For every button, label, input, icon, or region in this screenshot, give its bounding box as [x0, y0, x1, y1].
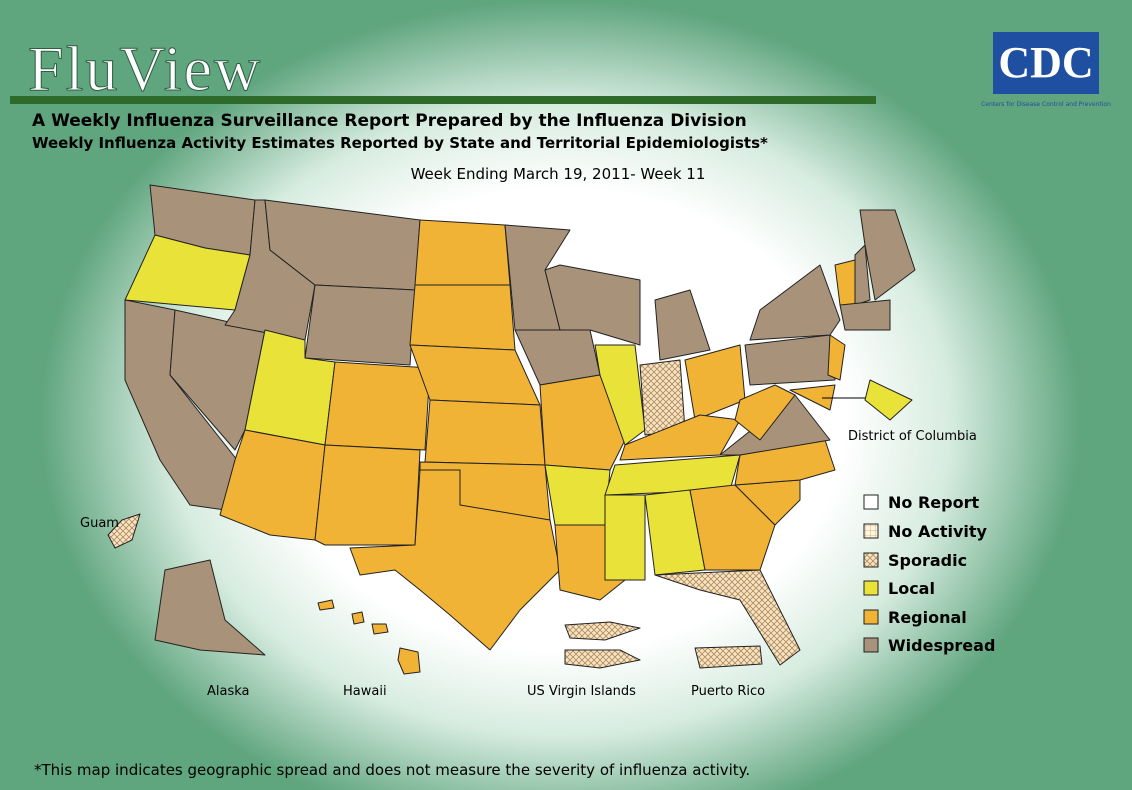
- map-label: Guam: [80, 516, 119, 531]
- title-rule: [10, 96, 876, 104]
- footnote: *This map indicates geographic spread an…: [34, 761, 750, 779]
- map-label: District of Columbia: [848, 429, 977, 444]
- logo-caption: Centers for Disease Control and Preventi…: [981, 101, 1111, 108]
- us-map: [107, 184, 916, 675]
- map-label: Alaska: [207, 684, 250, 699]
- title: FluView: [28, 33, 262, 104]
- legend: No Report No Activity Sporadic Local Reg…: [863, 493, 995, 655]
- map-label: US Virgin Islands: [527, 684, 636, 699]
- map-label: Puerto Rico: [691, 684, 765, 699]
- logo-mark: CDC: [998, 38, 1093, 87]
- legend-label: Local: [888, 579, 935, 598]
- subtitle: Weekly Influenza Activity Estimates Repo…: [32, 134, 768, 152]
- cdc-logo: CDC Centers for Disease Control and Prev…: [981, 32, 1111, 108]
- week-label: Week Ending March 19, 2011- Week 11: [411, 165, 706, 183]
- legend-label: Widespread: [888, 636, 995, 655]
- legend-label: Regional: [888, 608, 967, 627]
- subtitle: A Weekly Influenza Surveillance Report P…: [32, 111, 747, 131]
- legend-label: Sporadic: [888, 551, 967, 570]
- legend-label: No Report: [888, 493, 979, 512]
- map-label: Hawaii: [343, 684, 387, 699]
- legend-label: No Activity: [888, 522, 988, 541]
